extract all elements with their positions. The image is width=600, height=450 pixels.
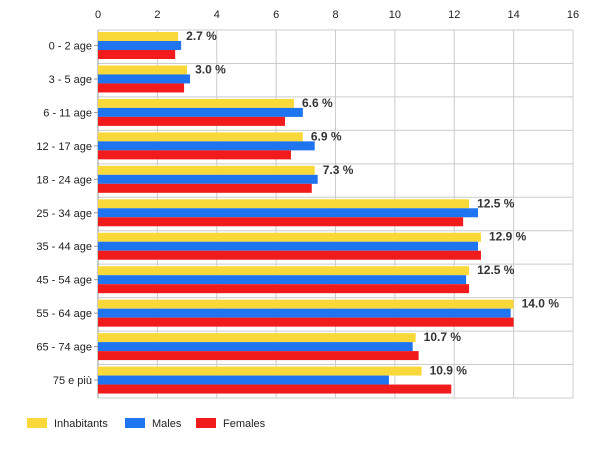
x-tick-label: 12 xyxy=(448,9,460,21)
bar-females xyxy=(98,183,312,193)
data-labels-layer: 2.7 % 3.0 % 6.6 % 6.9 % 7.3 % 12.5 % 12.9 % 12.… xyxy=(186,29,559,378)
x-tick-label: 6 xyxy=(273,9,279,21)
category-label: 65 - 74 age xyxy=(36,342,92,354)
bar-females xyxy=(98,116,286,126)
data-label: 2.7 % xyxy=(186,29,217,43)
category-label: 18 - 24 age xyxy=(36,174,92,186)
legend: Inhabitants Males Females xyxy=(27,418,266,430)
bar-males xyxy=(98,342,413,352)
category-label: 75 e più xyxy=(53,375,92,387)
bars-layer xyxy=(98,32,514,394)
category-label: 6 - 11 age xyxy=(43,107,92,119)
bar-inhabitants xyxy=(98,32,179,41)
bar-inhabitants xyxy=(98,299,514,309)
bar-males xyxy=(98,208,478,218)
x-tick-label: 4 xyxy=(214,9,220,21)
bar-females xyxy=(98,284,470,294)
bar-males xyxy=(98,107,303,117)
data-label: 6.6 % xyxy=(302,96,333,110)
bar-inhabitants xyxy=(98,199,470,209)
bar-females xyxy=(98,150,291,160)
data-label: 10.7 % xyxy=(424,330,462,344)
legend-swatch-inhabitants xyxy=(27,418,47,428)
bar-males xyxy=(98,174,318,184)
bar-males xyxy=(98,375,389,385)
bar-females xyxy=(98,50,176,59)
data-label: 10.9 % xyxy=(430,364,468,378)
bar-inhabitants xyxy=(98,165,315,175)
category-label: 3 - 5 age xyxy=(49,74,92,86)
bar-inhabitants xyxy=(98,232,481,242)
bar-females xyxy=(98,351,419,361)
x-tick-label: 0 xyxy=(95,9,101,21)
x-tick-label: 8 xyxy=(332,9,338,21)
category-label: 35 - 44 age xyxy=(36,241,92,253)
data-label: 3.0 % xyxy=(195,62,226,76)
data-label: 6.9 % xyxy=(311,129,342,143)
category-label: 25 - 34 age xyxy=(36,208,92,220)
category-labels: 0 - 2 age 3 - 5 age 6 - 11 age 12 - 17 age 1… xyxy=(36,41,92,388)
bar-inhabitants xyxy=(98,98,294,108)
bar-inhabitants xyxy=(98,333,416,343)
x-tick-label: 16 xyxy=(567,9,579,21)
category-label: 12 - 17 age xyxy=(36,141,92,153)
legend-label-females: Females xyxy=(223,418,266,430)
data-label: 12.5 % xyxy=(477,263,515,277)
bar-inhabitants xyxy=(98,65,188,75)
bar-males xyxy=(98,41,182,50)
bar-males xyxy=(98,275,467,285)
bar-inhabitants xyxy=(98,266,470,276)
data-label: 12.9 % xyxy=(489,230,527,244)
data-label: 7.3 % xyxy=(323,163,354,177)
category-label: 45 - 54 age xyxy=(36,275,92,287)
legend-label-inhabitants: Inhabitants xyxy=(54,418,108,430)
category-label: 55 - 64 age xyxy=(36,308,92,320)
bar-females xyxy=(98,83,185,93)
legend-swatch-females xyxy=(196,418,216,428)
bar-males xyxy=(98,308,511,318)
bar-females xyxy=(98,384,452,394)
x-axis-ticks: 0 2 4 6 8 10 12 14 16 xyxy=(95,9,579,21)
bar-females xyxy=(98,217,464,227)
legend-label-males: Males xyxy=(152,418,182,430)
bar-inhabitants xyxy=(98,366,422,376)
bar-females xyxy=(98,250,481,260)
bar-males xyxy=(98,241,478,251)
legend-swatch-males xyxy=(125,418,145,428)
bar-inhabitants xyxy=(98,132,303,142)
category-label: 0 - 2 age xyxy=(49,41,92,53)
x-tick-label: 14 xyxy=(508,9,520,21)
data-label: 14.0 % xyxy=(522,297,560,311)
x-tick-label: 10 xyxy=(389,9,401,21)
data-label: 12.5 % xyxy=(477,196,515,210)
bar-males xyxy=(98,141,315,151)
bar-females xyxy=(98,317,514,327)
x-tick-label: 2 xyxy=(154,9,160,21)
bar-males xyxy=(98,74,191,84)
